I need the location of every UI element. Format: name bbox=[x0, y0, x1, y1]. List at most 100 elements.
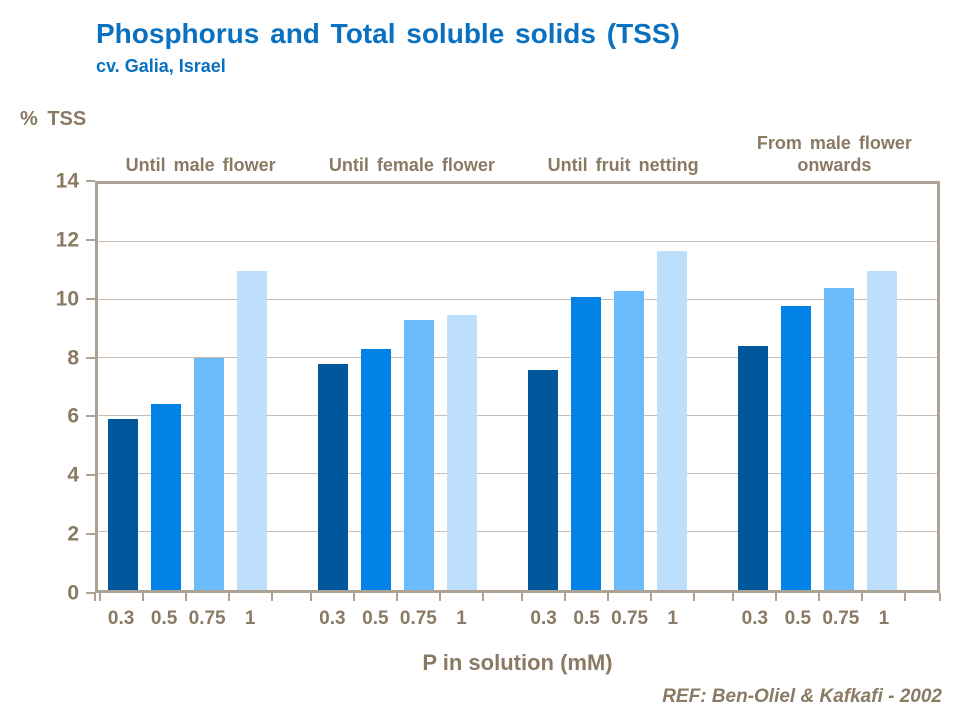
x-label-group-1: 0.3 0.5 0.75 1 bbox=[80, 608, 291, 634]
x-tick-g1-2 bbox=[141, 593, 144, 601]
group-label-until-female-flower: Until female flower bbox=[328, 155, 495, 175]
gridline-10 bbox=[98, 299, 937, 300]
x-tick-g2-1 bbox=[309, 593, 312, 601]
y-tick-label-14: 14 bbox=[55, 169, 79, 193]
bar-group1-0.3mM bbox=[108, 418, 139, 590]
y-tick-label-2: 2 bbox=[67, 522, 79, 546]
bar-group3-0.5mM bbox=[570, 297, 601, 590]
y-tick-mark-14 bbox=[86, 180, 95, 182]
x-tick-g3-5 bbox=[693, 593, 696, 601]
x-tick-g3-1 bbox=[521, 593, 524, 601]
gridline-8 bbox=[98, 357, 937, 358]
x-tick-axis-end bbox=[939, 593, 941, 601]
group-label-cell: Until male flower bbox=[95, 154, 306, 178]
x-tick-label-0.75: 0.75 bbox=[611, 608, 649, 629]
reference-citation: REF: Ben-Oliel & Kafkafi - 2002 bbox=[662, 686, 942, 707]
bar-group-4 bbox=[712, 184, 922, 590]
x-tick-label-0.5: 0.5 bbox=[362, 608, 389, 629]
x-tick-g2-5 bbox=[481, 593, 484, 601]
y-axis: 0 2 4 6 8 10 12 14 bbox=[0, 171, 95, 604]
x-tick-g3-2 bbox=[564, 593, 567, 601]
x-axis-ticks bbox=[94, 593, 941, 602]
bar-group-1 bbox=[83, 184, 293, 590]
group-label-cell: From male flower onwards bbox=[729, 132, 940, 178]
x-tick-label-1: 1 bbox=[456, 608, 467, 629]
bar-group3-0.75mM bbox=[613, 291, 644, 590]
x-tick-g4-2 bbox=[775, 593, 778, 601]
x-tick-label-1: 1 bbox=[878, 608, 890, 629]
bar-group4-0.3mM bbox=[737, 346, 768, 590]
x-tick-g3-3 bbox=[607, 593, 610, 601]
x-tick-g4-5 bbox=[904, 593, 907, 601]
y-axis-title: % TSS bbox=[20, 108, 87, 130]
x-label-group-2: 0.3 0.5 0.75 1 bbox=[291, 608, 502, 634]
x-label-group-3: 0.3 0.5 0.75 1 bbox=[503, 608, 714, 634]
gridline-6 bbox=[98, 415, 937, 416]
x-tick-g1-5 bbox=[270, 593, 273, 601]
x-tick-g3-4 bbox=[650, 593, 653, 601]
bars bbox=[98, 184, 937, 590]
bar-group4-0.5mM bbox=[780, 305, 811, 590]
x-label-group-4: 0.3 0.5 0.75 1 bbox=[714, 608, 925, 634]
x-axis-labels: 0.3 0.5 0.75 1 0.3 0.5 0.75 1 0.3 0.5 0.75 1 0.3 0.5 0… bbox=[95, 608, 940, 634]
x-tick-label-0.5: 0.5 bbox=[150, 608, 178, 629]
y-tick-label-0: 0 bbox=[67, 581, 79, 605]
x-tick-g4-4 bbox=[861, 593, 864, 601]
plot-area bbox=[95, 181, 940, 593]
x-tick-axis-start bbox=[94, 593, 96, 601]
x-tick-g2-2 bbox=[352, 593, 355, 601]
bar-group1-0.75mM bbox=[194, 358, 225, 590]
bar-group-3 bbox=[503, 184, 713, 590]
bar-group4-0.75mM bbox=[823, 288, 854, 590]
x-tick-label-0.5: 0.5 bbox=[573, 608, 600, 629]
x-tick-g1-3 bbox=[184, 593, 187, 601]
x-tick-label-0.75: 0.75 bbox=[188, 608, 226, 629]
x-tick-label-0.5: 0.5 bbox=[784, 608, 812, 629]
group-label-from-male-flower-onwards: From male flower onwards bbox=[756, 133, 912, 175]
group-label-cell: Until female flower bbox=[306, 154, 517, 178]
y-tick-mark-0 bbox=[86, 592, 95, 594]
gridline-12 bbox=[98, 241, 937, 242]
x-tick-label-1: 1 bbox=[244, 608, 256, 629]
y-tick-mark-6 bbox=[86, 415, 95, 418]
bar-group4-1mM bbox=[866, 271, 897, 590]
bar-group2-0.3mM bbox=[318, 363, 349, 590]
x-tick-label-0.75: 0.75 bbox=[822, 608, 860, 629]
bar-group2-0.75mM bbox=[404, 320, 435, 590]
x-tick-label-0.3: 0.3 bbox=[319, 608, 346, 629]
y-tick-label-12: 12 bbox=[55, 228, 79, 252]
x-tick-label-0.3: 0.3 bbox=[107, 608, 135, 629]
bar-group1-1mM bbox=[237, 271, 268, 590]
x-tick-label-0.3: 0.3 bbox=[741, 608, 769, 629]
y-tick-label-10: 10 bbox=[55, 287, 79, 311]
gridline-2 bbox=[98, 531, 937, 532]
chart-subtitle: cv. Galia, Israel bbox=[96, 56, 226, 76]
chart-title: Phosphorus and Total soluble solids (TSS… bbox=[96, 18, 680, 49]
bar-group3-1mM bbox=[656, 250, 687, 590]
x-tick-label-0.75: 0.75 bbox=[399, 608, 437, 629]
y-tick-mark-12 bbox=[86, 238, 95, 241]
x-axis-title: P in solution (mM) bbox=[422, 650, 613, 675]
x-tick-label-1: 1 bbox=[667, 608, 678, 629]
bar-group-2 bbox=[293, 184, 503, 590]
group-labels-row: Until male flower Until female flower Un… bbox=[95, 120, 940, 178]
bar-group2-0.5mM bbox=[361, 349, 392, 590]
x-tick-g2-4 bbox=[438, 593, 441, 601]
x-tick-g1-4 bbox=[227, 593, 230, 601]
group-label-until-male-flower: Until male flower bbox=[125, 155, 276, 175]
x-tick-label-0.3: 0.3 bbox=[530, 608, 557, 629]
group-label-until-fruit-netting: Until fruit netting bbox=[547, 155, 699, 175]
bar-group1-0.5mM bbox=[151, 404, 182, 590]
x-tick-g4-1 bbox=[732, 593, 735, 601]
y-tick-label-8: 8 bbox=[67, 346, 79, 370]
gridline-4 bbox=[98, 473, 937, 474]
bar-group2-1mM bbox=[447, 314, 478, 590]
y-tick-label-6: 6 bbox=[67, 404, 79, 428]
y-tick-mark-2 bbox=[86, 533, 95, 536]
y-tick-mark-4 bbox=[86, 474, 95, 477]
group-label-cell: Until fruit netting bbox=[518, 154, 729, 178]
x-tick-g1-1 bbox=[98, 593, 101, 601]
x-tick-g4-3 bbox=[818, 593, 821, 601]
bar-group3-0.3mM bbox=[527, 369, 558, 590]
